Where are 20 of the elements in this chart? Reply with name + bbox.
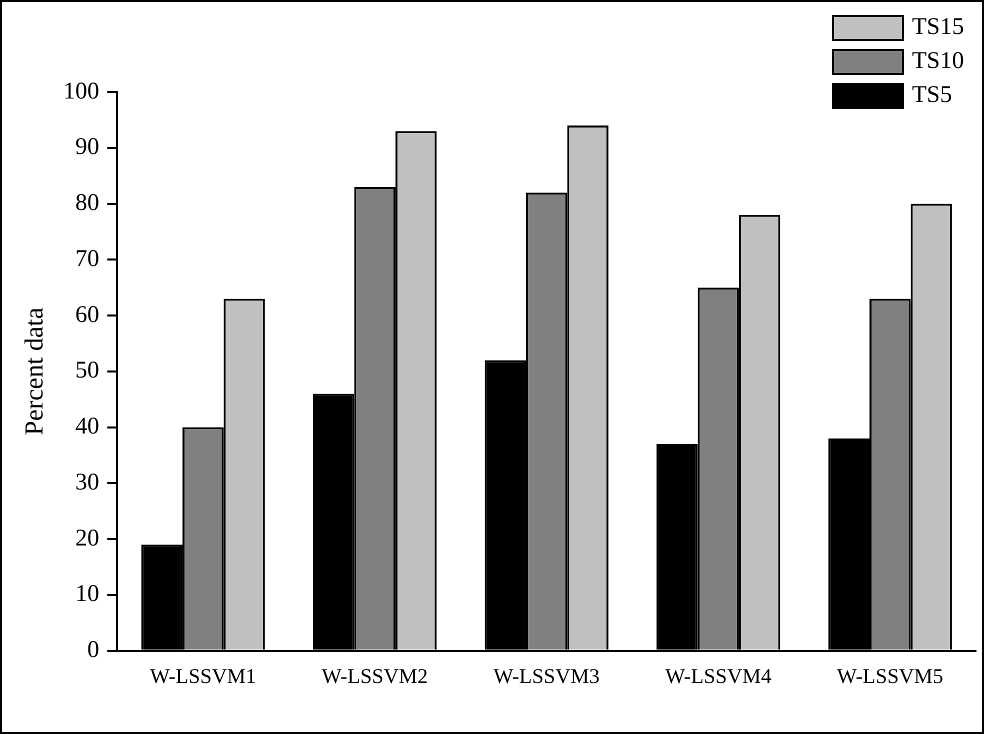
y-tick-label: 70 — [75, 246, 100, 272]
y-tick-label: 20 — [75, 525, 100, 552]
y-tick-label: 100 — [63, 78, 100, 104]
x-tick-label: W-LSSVM5 — [837, 664, 944, 688]
y-tick-label: 40 — [75, 414, 100, 440]
x-tick-label: W-LSSVM4 — [665, 664, 772, 688]
y-tick-label: 10 — [75, 581, 100, 608]
y-tick-label: 30 — [75, 469, 100, 496]
y-tick-label: 80 — [75, 190, 100, 216]
y-tick-label: 50 — [75, 358, 100, 384]
legend-label: TS15 — [912, 14, 964, 41]
x-tick-label: W-LSSVM1 — [150, 664, 256, 688]
y-tick-label: 60 — [75, 302, 100, 328]
x-tick-label: W-LSSVM2 — [322, 664, 428, 688]
y-tick-label: 0 — [87, 637, 100, 664]
legend-label: TS10 — [912, 48, 964, 75]
x-tick-label: W-LSSVM3 — [494, 664, 600, 688]
y-axis-title: Percent data — [19, 307, 48, 436]
legend-label: TS5 — [912, 82, 952, 109]
y-tick-label: 90 — [75, 134, 100, 160]
